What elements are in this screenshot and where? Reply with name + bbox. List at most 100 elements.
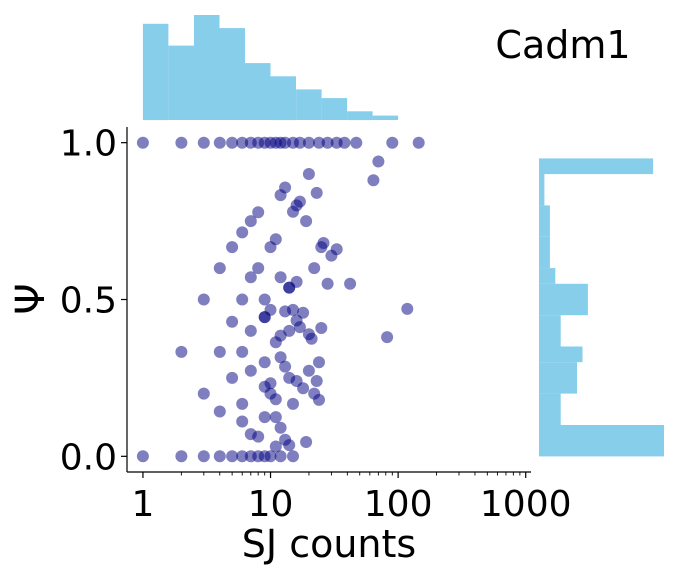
scatter-point <box>236 397 249 410</box>
y-tick-label: 0.5 <box>60 281 117 322</box>
scatter-point <box>305 332 318 345</box>
scatter-point <box>244 271 257 284</box>
scatter-point <box>236 415 249 428</box>
scatter-point <box>297 382 310 395</box>
right-hist-bar <box>539 283 588 316</box>
scatter-point <box>297 306 310 319</box>
scatter-point <box>279 360 292 373</box>
scatter-point <box>290 275 303 288</box>
scatter-point <box>226 136 239 149</box>
scatter-point <box>226 315 239 328</box>
right-hist-bar <box>539 425 664 457</box>
scatter-point <box>236 226 249 239</box>
scatter-point <box>330 243 343 256</box>
top-hist-bar <box>142 23 169 121</box>
scatter-point <box>317 237 330 249</box>
scatter-point <box>226 450 239 463</box>
x-tick-label: 1 <box>131 484 154 525</box>
scatter-point <box>279 181 292 194</box>
scatter-point <box>300 215 313 228</box>
scatter-point <box>269 393 282 406</box>
right-hist-bar <box>539 346 583 363</box>
scatter-point <box>236 345 249 358</box>
scatter-point <box>252 430 265 443</box>
scatter-point <box>226 371 239 384</box>
scatter-point <box>175 450 188 463</box>
scatter-point <box>213 450 226 463</box>
scatter-point <box>287 303 299 316</box>
top-hist-bar <box>194 15 220 120</box>
scatter-point <box>350 136 363 149</box>
scatter-point <box>236 293 249 306</box>
scatter-point <box>213 262 226 275</box>
scatter-point <box>310 375 323 387</box>
scatter-point <box>236 450 249 463</box>
scatter-point <box>313 393 325 406</box>
scatter-point <box>264 377 277 390</box>
x-axis-label: SJ counts <box>242 522 416 566</box>
scatter-point <box>300 436 313 448</box>
right-hist-bar <box>539 393 561 425</box>
scatter-point <box>302 364 315 377</box>
right-hist-bar <box>539 236 550 269</box>
scatter-point <box>283 324 296 337</box>
scatter-point <box>258 311 271 324</box>
scatter-point <box>258 356 271 369</box>
scatter-point <box>381 331 394 344</box>
scatter-point <box>274 421 287 434</box>
right-hist-bar <box>539 174 545 206</box>
scatter-point <box>310 186 323 199</box>
scatter-point <box>197 450 210 463</box>
scatter-point <box>197 293 210 306</box>
scatter-point <box>344 277 357 290</box>
scatter-point <box>338 136 351 149</box>
right-hist-bar <box>539 158 654 175</box>
scatter-point <box>293 321 306 334</box>
scatter-point <box>175 345 188 358</box>
top-hist-bar <box>296 89 322 120</box>
scatter-point <box>258 411 271 424</box>
right-hist-bar <box>539 268 556 284</box>
x-tick-label: 100 <box>364 484 433 525</box>
right-hist-bar <box>539 362 577 394</box>
top-hist-bar <box>270 76 296 121</box>
scatter-point <box>386 136 399 149</box>
scatter-point <box>213 345 226 358</box>
scatter-point <box>244 215 257 228</box>
scatter-point <box>136 136 149 149</box>
scatter-point <box>269 440 282 453</box>
scatter-point <box>287 450 299 463</box>
scatter-point <box>313 356 325 369</box>
x-tick-label: 10 <box>248 484 294 525</box>
top-hist-bar <box>219 28 245 121</box>
scatter-point <box>274 351 287 364</box>
scatter-point <box>213 405 226 418</box>
scatter-point <box>412 136 425 149</box>
top-hist-bar <box>168 45 194 120</box>
scatter-point <box>197 136 210 149</box>
right-hist-bar <box>539 205 550 237</box>
scatter-point <box>244 324 257 337</box>
top-hist-bar <box>245 63 271 120</box>
top-histogram <box>142 15 399 121</box>
y-tick-label: 0.0 <box>60 437 117 478</box>
scatter-point <box>302 136 315 149</box>
scatter-point <box>264 450 277 463</box>
scatter-point <box>244 364 257 377</box>
top-hist-bar <box>321 98 348 120</box>
scatter-point <box>321 277 334 290</box>
scatter-point <box>213 136 226 149</box>
right-hist-bar <box>539 315 561 347</box>
scatter-point <box>175 136 188 149</box>
scatter-point <box>252 206 265 219</box>
scatter-point <box>313 136 325 149</box>
y-ticks: 0.0 0.5 1.0 <box>60 124 127 478</box>
scatter-point <box>367 174 380 187</box>
scatter-point <box>197 387 210 400</box>
top-hist-bar <box>372 115 399 120</box>
axes <box>126 127 531 473</box>
scatter-point <box>321 136 334 149</box>
x-tick-label: 1000 <box>480 484 572 525</box>
scatter-point <box>226 241 239 254</box>
